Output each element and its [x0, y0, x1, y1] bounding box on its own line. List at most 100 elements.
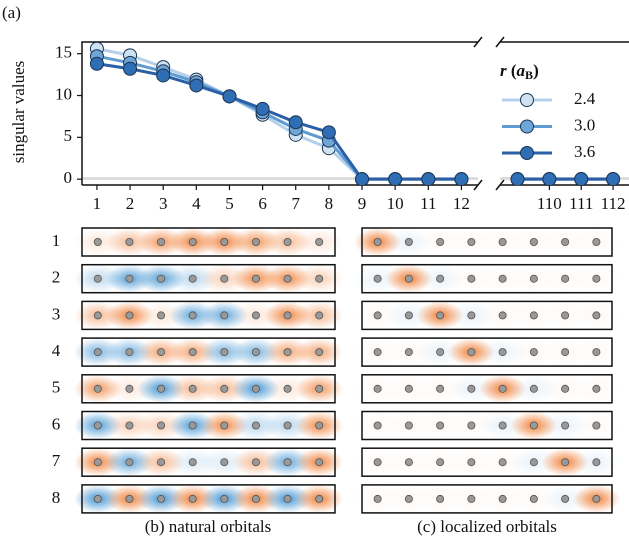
site — [529, 421, 538, 430]
site — [251, 274, 260, 283]
site — [373, 458, 382, 467]
x-tick-label: 5 — [225, 194, 234, 213]
legend-title: r (aB) — [500, 61, 539, 82]
orbital-frame — [81, 410, 336, 441]
marker — [321, 125, 336, 140]
site — [561, 494, 570, 503]
site — [529, 458, 538, 467]
site — [498, 421, 507, 430]
y-tick-label: 10 — [55, 84, 72, 103]
site — [188, 311, 197, 320]
site — [467, 494, 476, 503]
x-tick-label: 11 — [420, 194, 436, 213]
site — [467, 458, 476, 467]
site — [404, 494, 413, 503]
site — [436, 384, 445, 393]
site — [436, 237, 445, 246]
site — [498, 311, 507, 320]
site — [157, 494, 166, 503]
orbital-frame — [81, 300, 336, 331]
site — [93, 274, 102, 283]
site — [283, 458, 292, 467]
site — [315, 384, 324, 393]
site — [373, 311, 382, 320]
site — [93, 384, 102, 393]
site — [283, 274, 292, 283]
marker — [355, 172, 370, 185]
site — [404, 274, 413, 283]
site — [251, 237, 260, 246]
site — [315, 237, 324, 246]
site — [561, 384, 570, 393]
marker — [288, 115, 303, 130]
site — [93, 311, 102, 320]
x-tick-label: 110 — [537, 194, 562, 213]
site — [404, 348, 413, 357]
site — [315, 421, 324, 430]
marker — [574, 172, 589, 185]
y-axis-label: singular values — [9, 61, 28, 163]
site — [561, 274, 570, 283]
site — [561, 421, 570, 430]
marker — [388, 172, 403, 185]
site — [220, 494, 229, 503]
row-label: 4 — [52, 341, 61, 360]
site — [220, 237, 229, 246]
site — [561, 458, 570, 467]
x-tick-label: 8 — [325, 194, 334, 213]
site — [125, 237, 134, 246]
orbital-frame — [361, 263, 613, 294]
zero-band — [82, 177, 478, 180]
site — [157, 274, 166, 283]
site — [251, 348, 260, 357]
site — [283, 421, 292, 430]
marker — [123, 61, 138, 76]
site — [592, 421, 601, 430]
row-label: 3 — [52, 304, 61, 323]
orbital-frame — [361, 410, 613, 441]
site — [373, 274, 382, 283]
site — [498, 237, 507, 246]
site — [592, 494, 601, 503]
panel-caption: (c) localized orbitals — [417, 517, 557, 536]
site — [315, 348, 324, 357]
site — [188, 237, 197, 246]
site — [467, 274, 476, 283]
row-label: 7 — [52, 451, 61, 470]
site — [251, 458, 260, 467]
site — [373, 237, 382, 246]
site — [157, 348, 166, 357]
site — [436, 274, 445, 283]
site — [498, 348, 507, 357]
site — [220, 274, 229, 283]
site — [404, 237, 413, 246]
orbital-frame — [81, 447, 336, 477]
row-label: 5 — [52, 378, 61, 397]
site — [220, 311, 229, 320]
marker — [255, 101, 270, 116]
site — [220, 458, 229, 467]
site — [373, 384, 382, 393]
site — [592, 311, 601, 320]
site — [157, 384, 166, 393]
site — [125, 274, 134, 283]
site — [283, 348, 292, 357]
site — [436, 458, 445, 467]
series-line — [96, 54, 462, 181]
marker — [606, 172, 621, 185]
site — [157, 458, 166, 467]
orbital-frame — [361, 374, 613, 404]
legend-marker — [520, 119, 534, 134]
site — [436, 348, 445, 357]
site — [373, 421, 382, 430]
marker — [156, 68, 171, 83]
legend-marker — [520, 146, 534, 160]
panel-label: (a) — [2, 3, 21, 22]
site — [436, 494, 445, 503]
x-tick-label: 111 — [569, 194, 593, 213]
orbital-frame — [361, 300, 613, 331]
marker — [89, 56, 104, 71]
site — [188, 458, 197, 467]
x-tick-label: 112 — [601, 194, 626, 213]
